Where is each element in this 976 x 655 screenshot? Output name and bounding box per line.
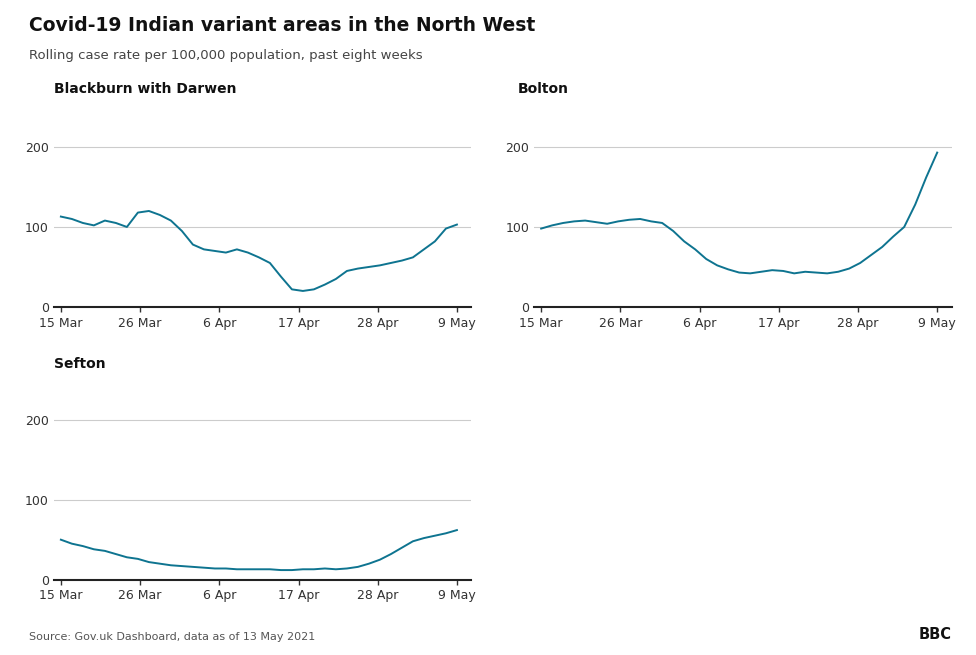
Text: Source: Gov.uk Dashboard, data as of 13 May 2021: Source: Gov.uk Dashboard, data as of 13 … xyxy=(29,632,315,642)
Text: Bolton: Bolton xyxy=(517,82,568,96)
Text: BBC: BBC xyxy=(918,627,952,642)
Text: Sefton: Sefton xyxy=(54,357,105,371)
Text: Blackburn with Darwen: Blackburn with Darwen xyxy=(54,82,236,96)
Text: Covid-19 Indian variant areas in the North West: Covid-19 Indian variant areas in the Nor… xyxy=(29,16,536,35)
Text: Rolling case rate per 100,000 population, past eight weeks: Rolling case rate per 100,000 population… xyxy=(29,49,423,62)
